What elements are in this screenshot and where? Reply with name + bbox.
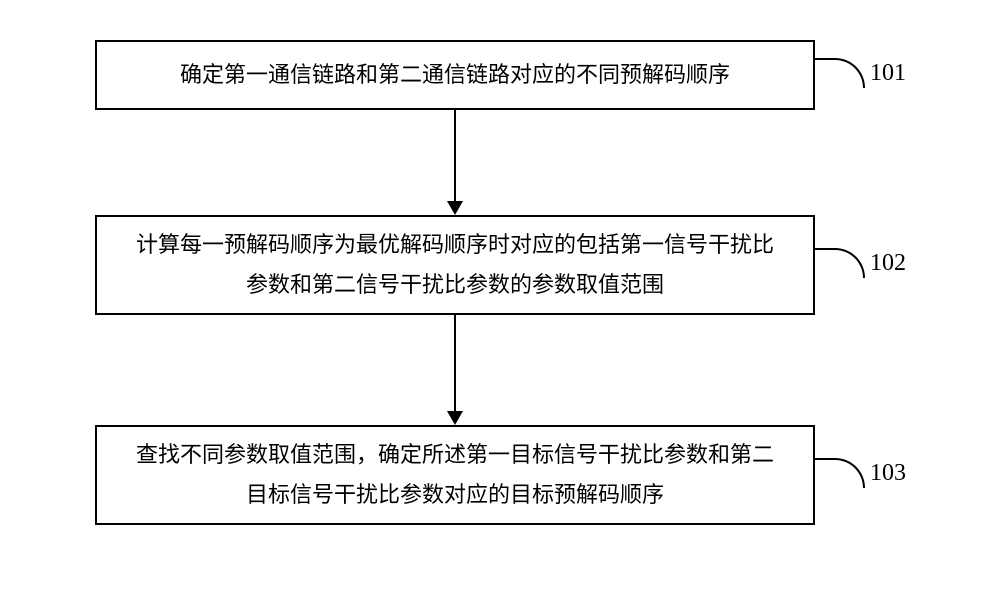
box-1-label: 101 <box>870 60 906 87</box>
flowchart-box-2: 计算每一预解码顺序为最优解码顺序时对应的包括第一信号干扰比参数和第二信号干扰比参… <box>95 215 815 315</box>
box-3-label: 103 <box>870 460 906 487</box>
arrow-2-line <box>454 315 456 411</box>
arrow-1-head <box>447 201 463 215</box>
label-connector-1 <box>815 58 865 88</box>
box-2-text: 计算每一预解码顺序为最优解码顺序时对应的包括第一信号干扰比参数和第二信号干扰比参… <box>127 225 783 304</box>
arrow-1-line <box>454 110 456 201</box>
label-connector-2 <box>815 248 865 278</box>
box-3-text: 查找不同参数取值范围，确定所述第一目标信号干扰比参数和第二目标信号干扰比参数对应… <box>127 435 783 514</box>
flowchart-box-3: 查找不同参数取值范围，确定所述第一目标信号干扰比参数和第二目标信号干扰比参数对应… <box>95 425 815 525</box>
box-2-label: 102 <box>870 250 906 277</box>
arrow-2-head <box>447 411 463 425</box>
box-1-text: 确定第一通信链路和第二通信链路对应的不同预解码顺序 <box>180 55 730 95</box>
flowchart-container: 确定第一通信链路和第二通信链路对应的不同预解码顺序 101 计算每一预解码顺序为… <box>0 0 1000 600</box>
label-connector-3 <box>815 458 865 488</box>
flowchart-box-1: 确定第一通信链路和第二通信链路对应的不同预解码顺序 <box>95 40 815 110</box>
